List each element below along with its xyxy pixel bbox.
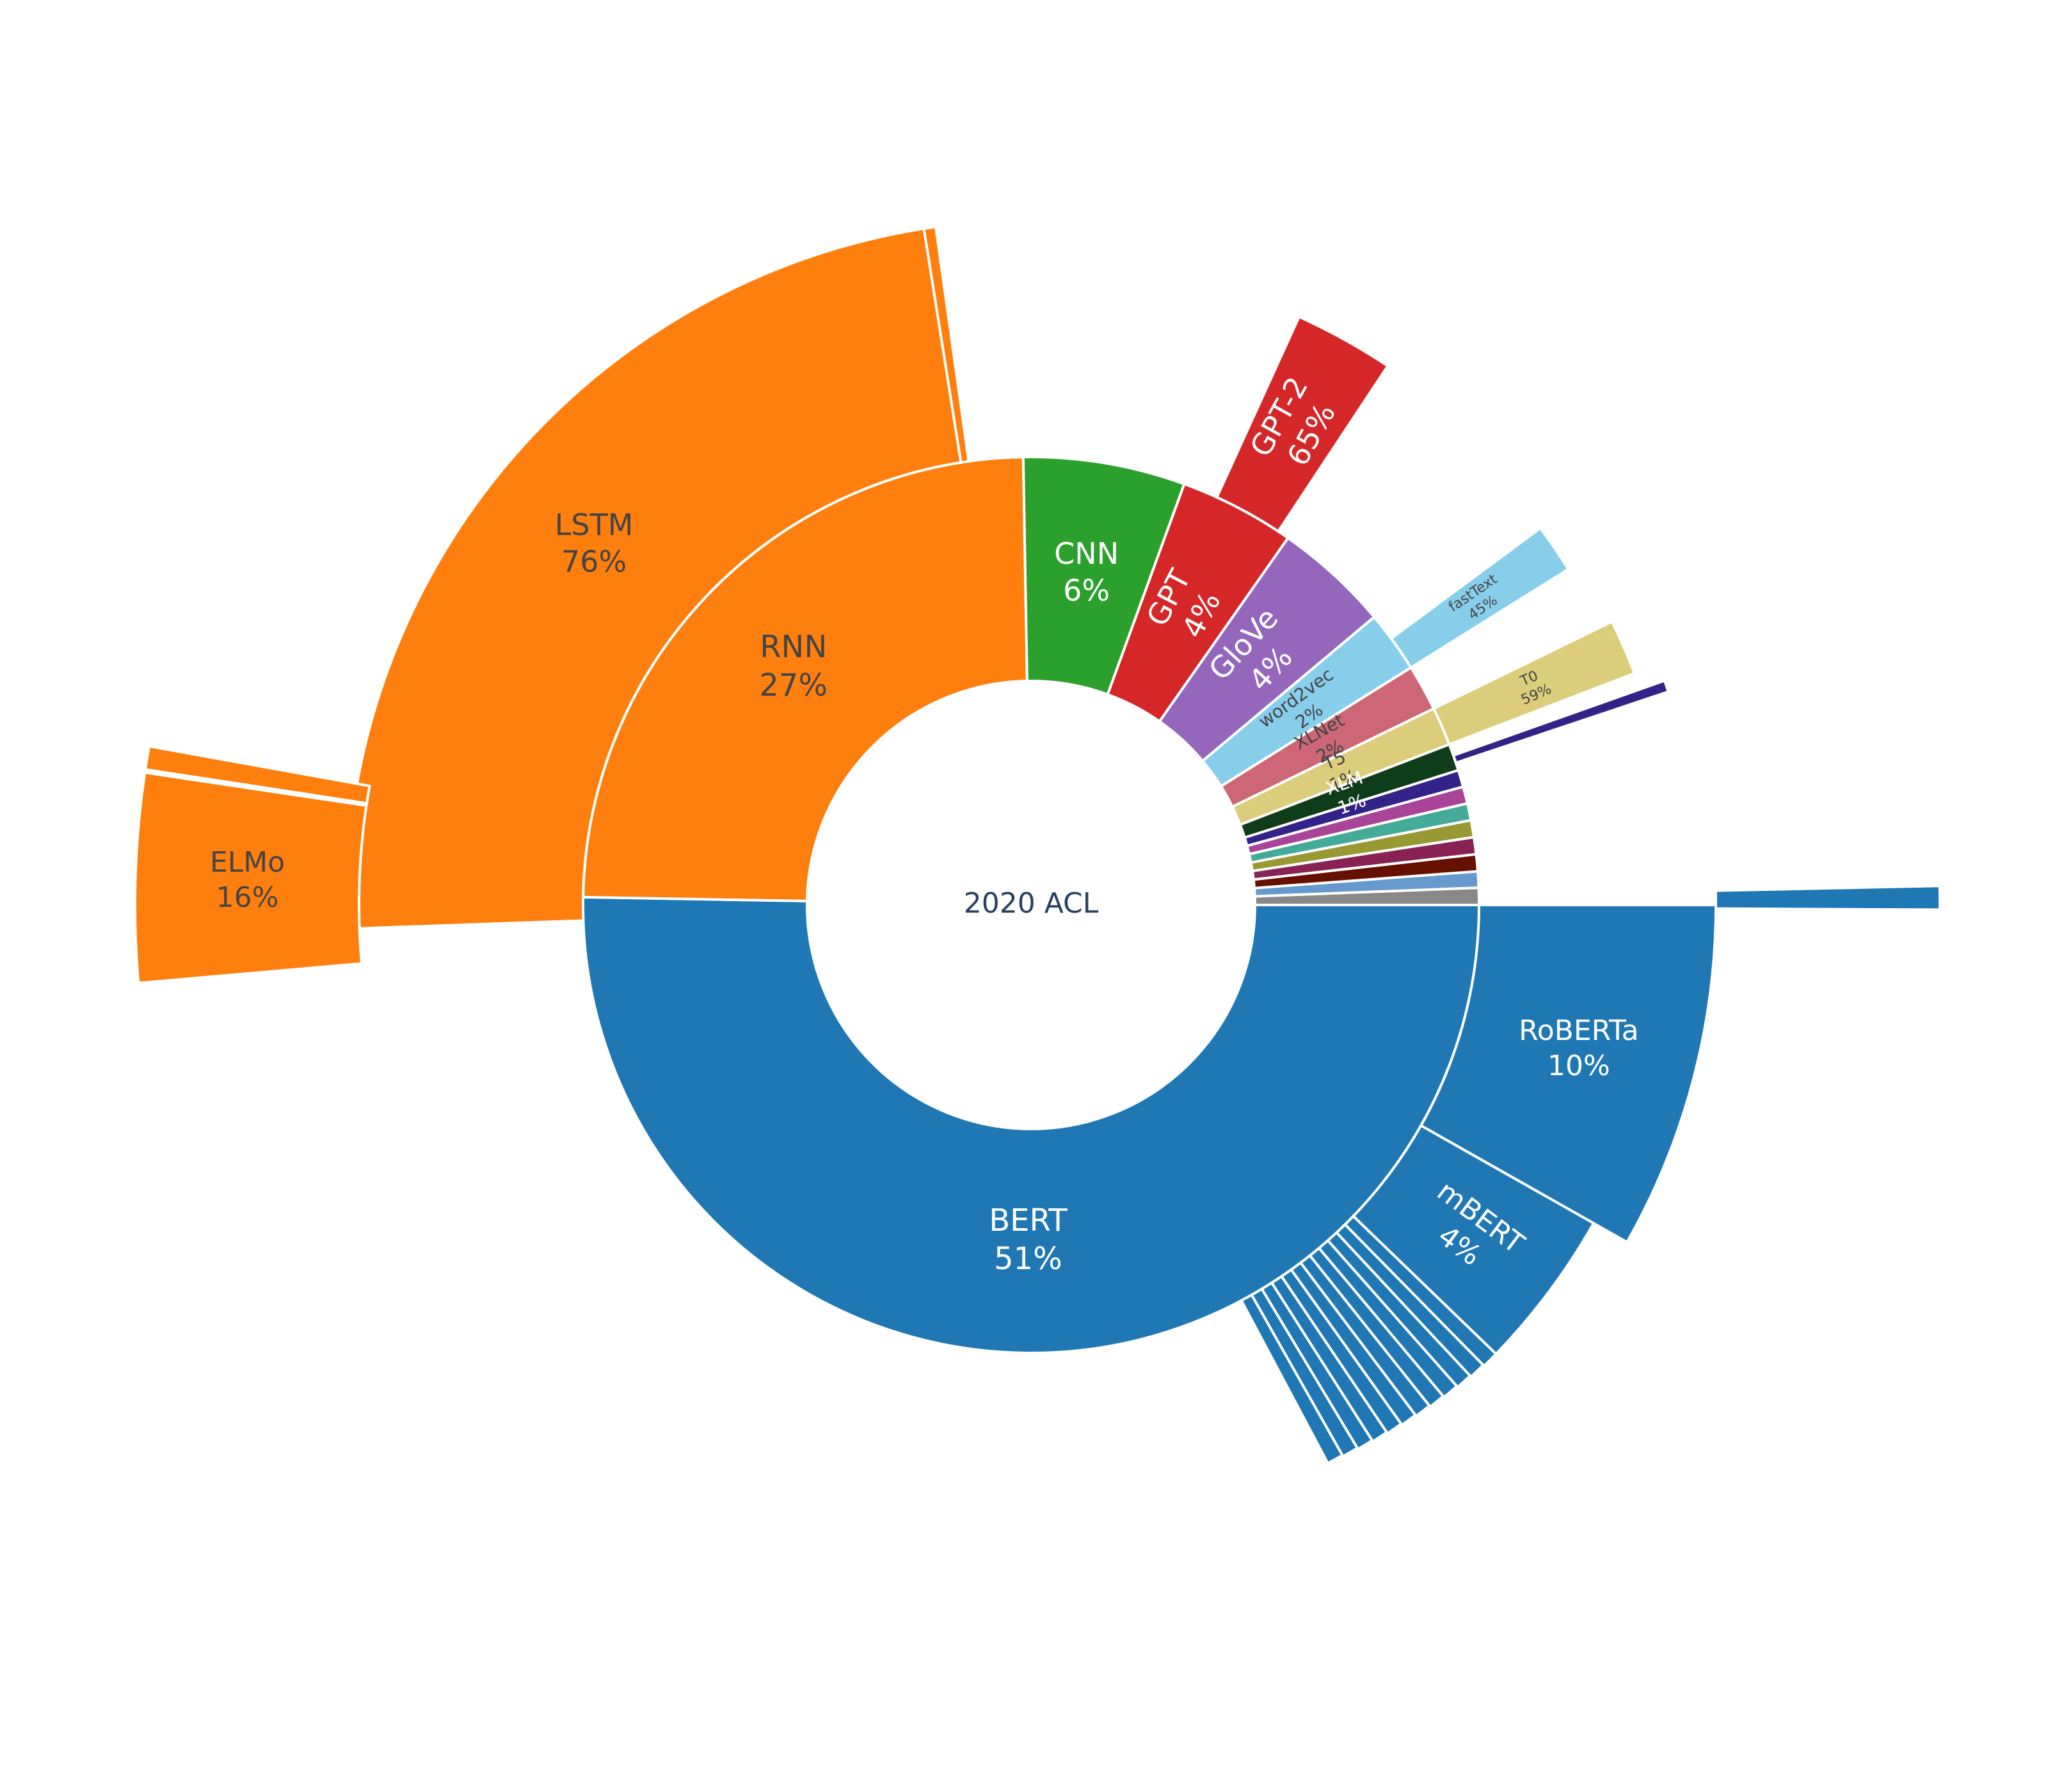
label-name-cnn-2: CNN (1054, 536, 1119, 571)
label-name-bert-0: BERT (989, 1203, 1068, 1238)
label-name-r2-roberta-0: RoBERTa (1519, 1014, 1638, 1047)
segment-r2-xlm-19[interactable] (1452, 678, 1670, 765)
segment-r2-t0-18[interactable] (1432, 620, 1636, 746)
label-percent-r3-elmo-1: 16% (216, 881, 279, 914)
segment-r2-lstm-14[interactable] (345, 227, 963, 931)
segment-r3-elmo-1[interactable] (134, 771, 368, 985)
center-label: 2020 ACL (964, 887, 1099, 920)
label-name-rnn-1: RNN (760, 629, 827, 665)
segment-r3-lstm-2[interactable] (143, 744, 371, 805)
segment-r2-fasttext-17[interactable] (1389, 526, 1571, 669)
label-percent-cnn-2: 6% (1063, 573, 1110, 608)
segment-r2-roberta-0[interactable] (1419, 904, 1718, 1244)
segment-r3-roberta-0[interactable] (1714, 884, 1941, 911)
segment-r2-gpt-2-16[interactable] (1215, 315, 1390, 534)
segment-r2-rnn-15[interactable] (922, 225, 970, 464)
label-percent-r2-lstm-14: 76% (561, 544, 627, 579)
label-name-r2-lstm-14: LSTM (555, 508, 634, 542)
label-percent-bert-0: 51% (994, 1241, 1062, 1277)
label-name-r3-elmo-1: ELMo (210, 846, 285, 879)
segments-layer (134, 225, 1941, 1466)
label-percent-r2-roberta-0: 10% (1548, 1050, 1610, 1082)
segment-unlabeled-16[interactable] (1253, 886, 1481, 906)
segment-r2-bert-13[interactable] (1239, 1293, 1345, 1466)
label-percent-rnn-1: 27% (759, 668, 828, 703)
